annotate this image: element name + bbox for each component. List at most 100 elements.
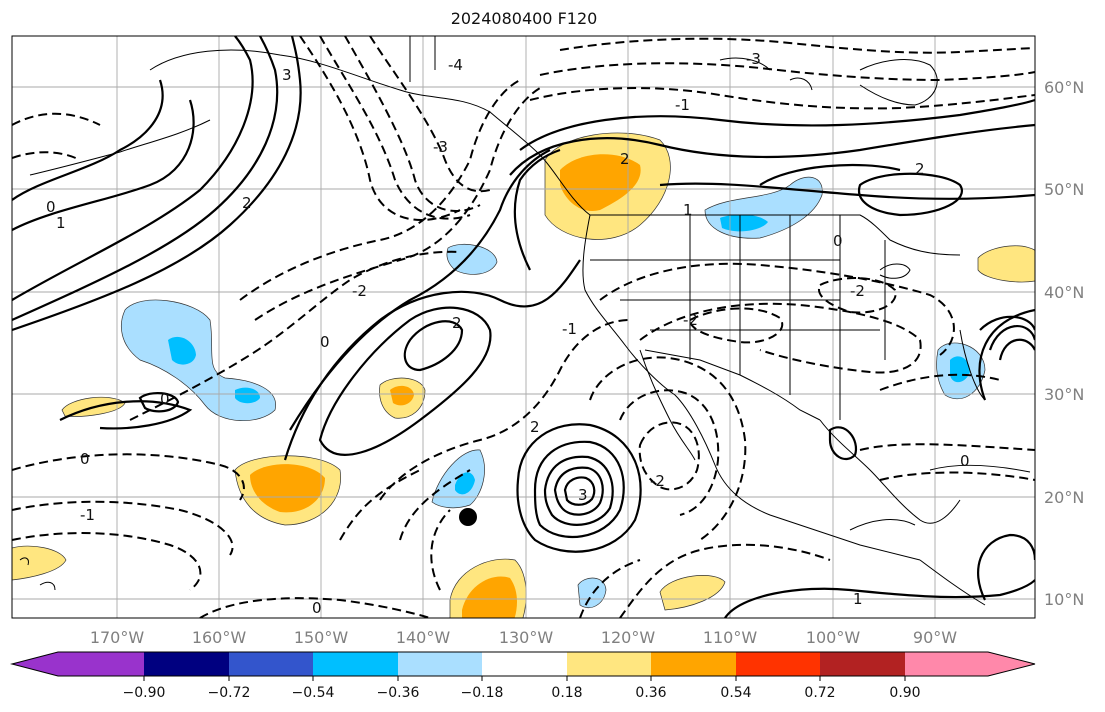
contour-label: 3	[282, 66, 292, 84]
contour-label: 0	[960, 452, 970, 470]
colorbar: −0.90 −0.72 −0.54 −0.36 −0.18 0.18 0.36 …	[10, 651, 1036, 701]
contour-label: 2	[452, 314, 462, 332]
pos-anomaly-small-1-core	[390, 385, 414, 406]
contour-neg-w-1	[12, 112, 101, 126]
lon-label: 110°W	[703, 628, 758, 647]
map-title: 2024080400 F120	[450, 9, 598, 28]
contour-ne-2	[509, 123, 1035, 176]
contour-zero-1	[12, 79, 164, 201]
contour-label: 1	[683, 201, 693, 219]
contour-se-high-2	[988, 325, 1035, 351]
storm-marker	[459, 508, 477, 526]
contour-south-east-ring	[977, 533, 1035, 601]
lon-label: 150°W	[294, 628, 349, 647]
colorbar-cell	[398, 652, 482, 676]
contour-high-ring-2	[543, 455, 614, 526]
colorbar-tick-label: −0.72	[208, 685, 251, 701]
contour-canada-oval-2	[759, 163, 901, 186]
colorbar-cell	[736, 652, 820, 676]
contour-se-high-3	[998, 338, 1035, 361]
lat-label: 10°N	[1044, 590, 1084, 609]
contour-label: 3	[578, 486, 588, 504]
contour-neg-gulf-1	[239, 79, 521, 301]
graticule	[12, 36, 1035, 618]
colorbar-cell	[567, 652, 651, 676]
contour-neg-storm-1	[379, 319, 631, 501]
contour-label: 0	[312, 599, 322, 617]
contour-neg-east-1	[859, 443, 1035, 451]
contour-neg-us-4	[817, 277, 897, 314]
colorbar-tick-label: 0.72	[804, 685, 835, 701]
contour-label: -1	[80, 506, 95, 524]
great-lakes	[879, 263, 911, 279]
contour-label: -1	[675, 96, 690, 114]
contour-neg-us-3	[688, 307, 784, 344]
map-frame	[11, 35, 1036, 619]
colorbar-cell	[144, 652, 229, 676]
latitude-labels: 60°N 50°N 40°N 30°N 20°N 10°N	[1044, 78, 1084, 609]
contour-neg-us-2	[639, 302, 922, 374]
contour-high-ring-1	[533, 440, 625, 539]
lon-label: 130°W	[499, 628, 554, 647]
colorbar-cell	[820, 652, 905, 676]
contour-neg-gulf-2	[254, 87, 541, 321]
colorbar-cell	[229, 652, 313, 676]
contour-label: -2	[650, 472, 665, 490]
west-coast	[582, 214, 921, 561]
contour-label: -4	[448, 56, 463, 74]
contour-label: 0	[46, 198, 56, 216]
contour-neg-storm-3	[430, 509, 451, 591]
colorbar-outline	[10, 651, 1036, 677]
lat-label: 60°N	[1044, 78, 1084, 97]
longitude-labels: 170°W 160°W 150°W 140°W 130°W 120°W 110°…	[90, 628, 957, 647]
contour-neg-south-mid	[619, 543, 831, 618]
colorbar-cell	[651, 652, 736, 676]
pos-anomaly-se	[659, 575, 726, 611]
contour-canada-oval	[857, 172, 963, 217]
contour-ne-1	[519, 98, 1035, 151]
lon-label: 170°W	[90, 628, 145, 647]
contour-mid-east	[828, 426, 858, 461]
colorbar-tick-label: −0.90	[123, 685, 166, 701]
contour-label: 0	[80, 450, 90, 468]
pos-anomaly-west-pacific-core	[250, 464, 325, 513]
us-canada-border	[590, 214, 961, 256]
contour-neg-north-2	[539, 62, 1035, 82]
contour-label: -2	[683, 311, 698, 329]
contour-neg-alaska-1	[299, 36, 461, 221]
neg-anomaly-central-pacific-core	[168, 336, 196, 365]
contour-neg-south-2	[12, 500, 234, 556]
contour-neg-south-4	[199, 597, 431, 618]
contour-neg-north-1	[559, 37, 1035, 54]
contour-label: 2	[530, 418, 540, 436]
us-mexico-border	[644, 349, 821, 421]
dashed-contours	[12, 36, 1035, 618]
contour-neg-north-3	[529, 87, 1035, 110]
contour-zero-west	[59, 400, 193, 430]
lon-label: 120°W	[601, 628, 656, 647]
contour-se-high-4	[978, 308, 1035, 401]
contour-south-low	[724, 579, 1035, 618]
colorbar-tick-label: 0.36	[635, 685, 666, 701]
colorbar-tick-label: −0.36	[377, 685, 420, 701]
contour-pos-jet-1	[12, 36, 254, 301]
contour-high-ring-outer	[516, 423, 642, 553]
pos-anomaly-sw	[12, 545, 67, 581]
contour-label: -1	[562, 320, 577, 338]
lat-label: 50°N	[1044, 180, 1084, 199]
contour-central-oval	[318, 306, 492, 456]
contour-neg-w-2	[12, 151, 81, 161]
pos-anomaly-south-core	[462, 576, 517, 618]
contour-label: 1	[56, 214, 66, 232]
contour-pos-jet-2	[12, 36, 279, 322]
contour-neg-storm-2	[399, 469, 471, 541]
colorbar-cell	[313, 652, 398, 676]
neg-anomaly-south-small	[577, 577, 607, 609]
contour-label: 0	[320, 333, 330, 351]
baja	[639, 349, 696, 461]
contour-pnw-low	[513, 148, 561, 271]
contour-high-ring-3	[553, 466, 604, 516]
contour-neg-us-1	[599, 262, 955, 356]
aleutians	[29, 119, 211, 176]
